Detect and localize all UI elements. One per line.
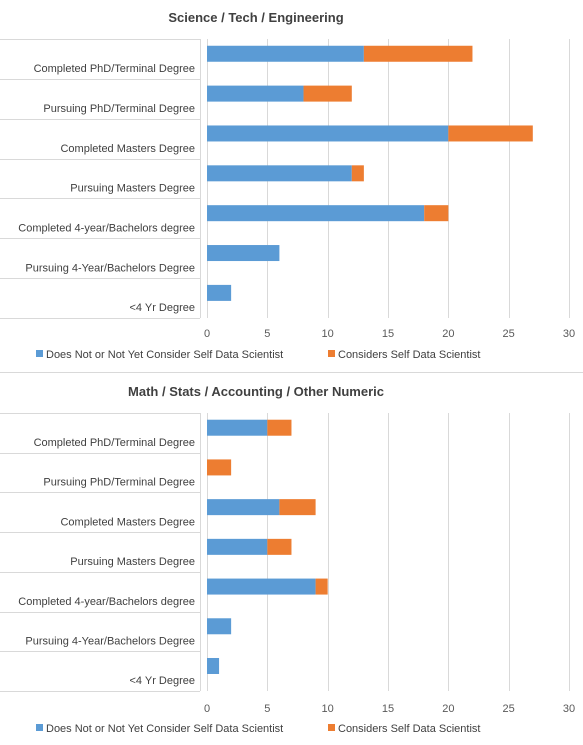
bar-segment-series-2 [448,125,533,142]
x-tick-label: 10 [322,328,334,340]
bar-segment-series-1 [207,538,268,555]
category-label: Pursuing 4-Year/Bachelors Degree [25,636,195,648]
x-tick-label: 0 [204,703,210,715]
category-label: Completed Masters Degree [60,516,195,528]
bar-segment-series-1 [207,657,220,674]
x-tick-label: 10 [322,703,334,715]
category-label: Completed Masters Degree [60,143,195,155]
bar-segment-series-1 [207,125,449,142]
bar-segment-series-2 [424,205,449,222]
legend-label: Considers Self Data Scientist [338,723,480,735]
legend-swatch [36,724,43,731]
category-label: Completed PhD/Terminal Degree [34,63,195,75]
x-tick-label: 15 [382,328,394,340]
bar-segment-series-1 [207,499,280,516]
bar-segment-series-1 [207,419,268,436]
x-tick-label: 15 [382,703,394,715]
chart-title: Science / Tech / Engineering [168,10,343,25]
bar-segment-series-1 [207,85,304,102]
legend-swatch [328,350,335,357]
legend-label: Does Not or Not Yet Consider Self Data S… [46,723,283,735]
category-label: <4 Yr Degree [129,675,195,687]
category-label: Pursuing Masters Degree [70,556,195,568]
legend-label: Considers Self Data Scientist [338,349,480,361]
chart-1: Science / Tech / Engineering 0 5 10 15 20 25 30… [0,10,575,361]
bar-segment-series-2 [351,165,364,182]
category-label: <4 Yr Degree [129,302,195,314]
category-label: Completed 4-year/Bachelors degree [18,223,195,235]
bar-segment-series-1 [207,284,232,301]
x-tick-label: 30 [563,328,575,340]
x-tick-label: 30 [563,703,575,715]
x-tick-label: 25 [503,328,515,340]
bar-segment-series-2 [279,499,316,516]
chart-2: Math / Stats / Accounting / Other Numeri… [0,384,575,735]
x-tick-label: 0 [204,328,210,340]
bar-segment-series-1 [207,165,352,182]
legend-swatch [36,350,43,357]
x-tick-label: 5 [264,328,270,340]
category-label: Completed 4-year/Bachelors degree [18,596,195,608]
legend-swatch [328,724,335,731]
category-label: Pursuing 4-Year/Bachelors Degree [25,262,195,274]
bar-segment-series-2 [267,538,292,555]
x-tick-label: 20 [442,703,454,715]
category-label: Completed PhD/Terminal Degree [34,437,195,449]
chart-title: Math / Stats / Accounting / Other Numeri… [128,384,384,399]
x-tick-label: 5 [264,703,270,715]
bar-segment-series-2 [267,419,292,436]
bar-segment-series-1 [207,618,232,635]
bar-segment-series-1 [207,578,316,595]
category-label: Pursuing PhD/Terminal Degree [43,103,195,115]
bar-segment-series-1 [207,245,280,262]
bar-segment-series-2 [315,578,328,595]
bar-segment-series-1 [207,45,364,62]
bar-segment-series-2 [207,459,232,476]
bar-segment-series-2 [303,85,352,102]
category-label: Pursuing Masters Degree [70,183,195,195]
category-label: Pursuing PhD/Terminal Degree [43,477,195,489]
bar-segment-series-1 [207,205,425,222]
legend-label: Does Not or Not Yet Consider Self Data S… [46,349,283,361]
x-tick-label: 20 [442,328,454,340]
bar-segment-series-2 [363,45,473,62]
x-tick-label: 25 [503,703,515,715]
